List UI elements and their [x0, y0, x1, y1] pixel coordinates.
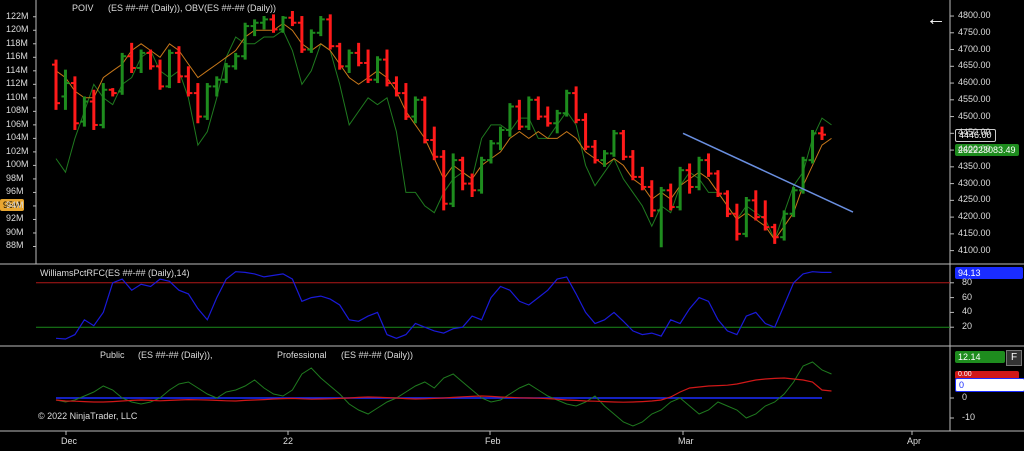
zero-value-badge: 0: [955, 378, 1024, 392]
price-tick-label: 4100.00: [958, 244, 991, 255]
williams-tick-label: 80: [962, 276, 973, 287]
williams-tick-label: 60: [962, 291, 973, 302]
price-tick-label: 4700.00: [958, 43, 991, 54]
pp-tick-label: -10: [962, 412, 976, 422]
obv-tick-label: 94M: [6, 199, 24, 210]
x-tick-label: Feb: [485, 436, 501, 446]
professional-series-label: (ES ##-## (Daily)): [341, 350, 414, 360]
obv-tick-label: 114M: [6, 64, 28, 75]
obv-tick-label: 96M: [6, 186, 24, 197]
williams-value-badge: 94.13: [955, 267, 1023, 279]
price-tick-label: 4400.00: [958, 144, 991, 155]
williams-tick-label: 40: [962, 306, 973, 317]
obv-tick-label: 92M: [6, 213, 24, 224]
obv-tick-label: 98M: [6, 172, 24, 183]
price-tick-label: 4600.00: [958, 77, 991, 88]
williams-tick-label: 20: [962, 321, 973, 332]
copyright: © 2022 NinjaTrader, LLC: [38, 411, 138, 421]
williams-line: [55, 271, 832, 340]
x-tick-label: 22: [283, 436, 294, 446]
public-line: [55, 361, 832, 427]
x-tick-label: Apr: [907, 436, 922, 446]
price-series-label: (ES ##-## (Daily)), OBV(ES ##-## (Daily)…: [108, 3, 277, 13]
obv-tick-label: 90M: [6, 226, 24, 237]
public-value-badge: 12.14: [955, 351, 1005, 363]
obv-tick-label: 116M: [6, 51, 28, 62]
price-tick-label: 4350.00: [958, 160, 991, 171]
price-tick-label: 4550.00: [958, 93, 991, 104]
obv-tick-label: 102M: [6, 145, 29, 156]
price-tick-label: 4450.00: [958, 127, 991, 138]
professional-line: [55, 377, 832, 403]
obv-tick-label: 104M: [6, 132, 29, 143]
obv-tick-label: 118M: [6, 37, 28, 48]
x-tick-label: Mar: [678, 436, 694, 446]
left-obv-badge: 95M: [0, 199, 24, 211]
price-tick-label: 4750.00: [958, 26, 991, 37]
price-tick-label: 4250.00: [958, 194, 991, 205]
price-tick-label: 4500.00: [958, 110, 991, 121]
price-tick-label: 4150.00: [958, 227, 991, 238]
obv-tick-label: 110M: [6, 91, 28, 102]
obv-badge: 262223083.49: [955, 144, 1019, 156]
trendline: [682, 132, 854, 213]
x-tick-label: Dec: [61, 436, 78, 446]
obv-tick-label: 106M: [6, 118, 29, 129]
professional-value-badge: 0.00: [955, 371, 1019, 379]
professional-label: Professional: [277, 350, 327, 360]
williams-label: WilliamsPctRFC(ES ##-## (Daily),14): [40, 268, 190, 278]
public-label: Public: [100, 350, 125, 360]
obv-tick-label: 112M: [6, 78, 28, 89]
price-tick-label: 4300.00: [958, 177, 991, 188]
price-tick-label: 4800.00: [958, 10, 991, 21]
obv-tick-label: 108M: [6, 105, 29, 116]
obv-tick-label: 122M: [6, 10, 29, 21]
f-button[interactable]: F: [1006, 350, 1022, 366]
price-tick-label: 4200.00: [958, 211, 991, 222]
obv-tick-label: 88M: [6, 240, 24, 251]
price-tick-label: 4650.00: [958, 60, 991, 71]
pp-tick-label: 0: [962, 392, 968, 402]
arrow-left-icon[interactable]: ←: [926, 8, 946, 30]
public-series-label: (ES ##-## (Daily)),: [138, 350, 213, 360]
obv-tick-label: 120M: [6, 24, 29, 35]
obv-tick-label: 100M: [6, 159, 29, 170]
price-badge: 4446.00: [955, 129, 996, 142]
instrument-label: POIV: [72, 3, 94, 13]
